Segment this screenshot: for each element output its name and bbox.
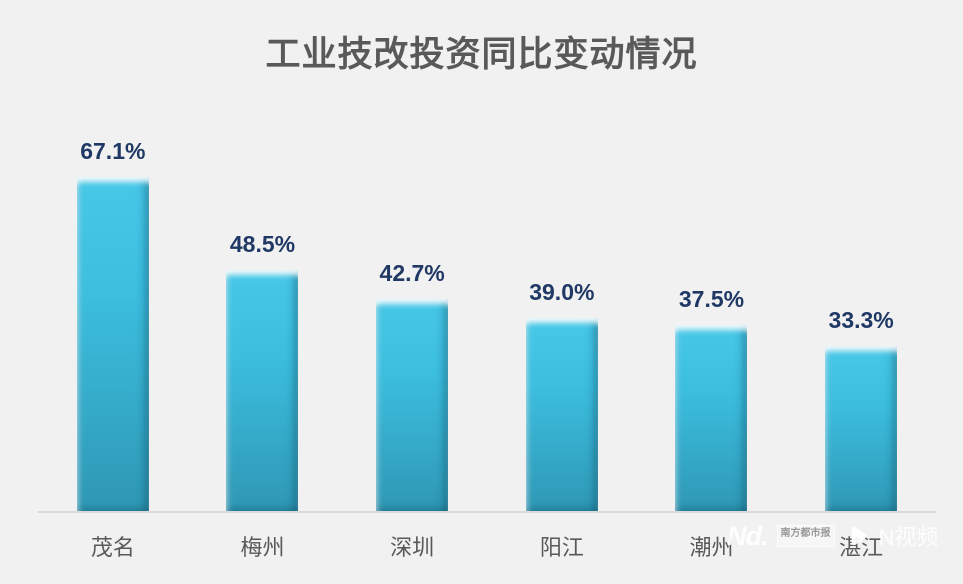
value-label: 33.3% xyxy=(828,307,894,333)
category-label: 深圳 xyxy=(390,535,435,560)
bar-slot: 42.7% 深圳 xyxy=(337,0,487,560)
bar xyxy=(226,270,299,513)
bar xyxy=(675,325,748,513)
bar-slot: 67.1% 茂名 xyxy=(38,0,188,560)
play-icon xyxy=(851,526,866,546)
plot-area: 67.1% 茂名 48.5% 梅州 42.7% 深圳 39.0% 阳江 37.5% 潮州 33.3%… xyxy=(38,0,936,560)
value-label: 48.5% xyxy=(229,231,296,257)
x-axis-line xyxy=(38,511,936,513)
newspaper-name: 南方都市报 xyxy=(780,528,831,539)
watermark: Nd. 南方都市报 · · · · · N视频 xyxy=(727,517,938,555)
bar xyxy=(825,346,898,513)
video-brand-label: N视频 xyxy=(878,525,939,550)
value-label: 37.5% xyxy=(678,286,745,312)
value-label: 67.1% xyxy=(80,138,146,164)
newspaper-stamp: 南方都市报 · · · · · xyxy=(776,525,835,547)
bar-slot: 39.0% 阳江 xyxy=(487,0,637,560)
value-label: 39.0% xyxy=(529,279,595,305)
bar xyxy=(76,177,149,513)
value-label: 42.7% xyxy=(379,260,445,286)
bar-slot: 37.5% 潮州 xyxy=(637,0,787,560)
bar xyxy=(376,299,449,513)
category-label: 梅州 xyxy=(240,535,285,560)
newspaper-dots: · · · · · xyxy=(788,539,823,545)
category-label: 阳江 xyxy=(539,535,584,560)
category-label: 茂名 xyxy=(90,535,135,560)
bar-slot: 48.5% 梅州 xyxy=(188,0,338,560)
nd-logo: Nd. xyxy=(727,520,768,551)
bar xyxy=(525,318,598,513)
bar-slot: 33.3% 湛江 xyxy=(786,0,936,560)
chart-title: 工业技改投资同比变动情况 xyxy=(265,35,698,74)
category-label: 潮州 xyxy=(689,535,734,560)
